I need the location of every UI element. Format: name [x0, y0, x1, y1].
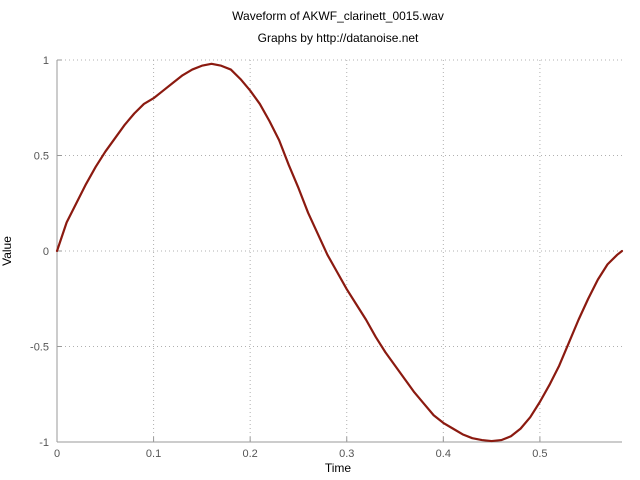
- y-axis-ticks: -1 -0.5 0 0.5 1: [30, 55, 62, 449]
- waveform-series-line: [55, 62, 624, 443]
- chart-subtitle: Graphs by http://datanoise.net: [258, 31, 419, 45]
- x-tick-label: 0: [54, 448, 60, 460]
- x-tick-label: 0.1: [146, 448, 161, 460]
- y-axis-label: Value: [0, 236, 14, 266]
- y-tick-label: -1: [39, 437, 49, 449]
- grid-lines: [56, 59, 622, 443]
- x-tick-label: 0.4: [436, 448, 451, 460]
- x-tick-label: 0.3: [339, 448, 354, 460]
- x-axis-ticks: 0 0.1 0.2 0.3 0.4 0.5: [54, 437, 548, 460]
- x-tick-label: 0.5: [532, 448, 547, 460]
- x-axis-label: Time: [325, 461, 352, 475]
- x-tick-label: 0.2: [243, 448, 258, 460]
- y-tick-label: -0.5: [30, 342, 49, 354]
- y-tick-label: 0: [43, 246, 49, 258]
- y-tick-label: 1: [43, 55, 49, 67]
- chart-title: Waveform of AKWF_clarinett_0015.wav: [232, 9, 444, 23]
- y-tick-label: 0.5: [34, 151, 49, 163]
